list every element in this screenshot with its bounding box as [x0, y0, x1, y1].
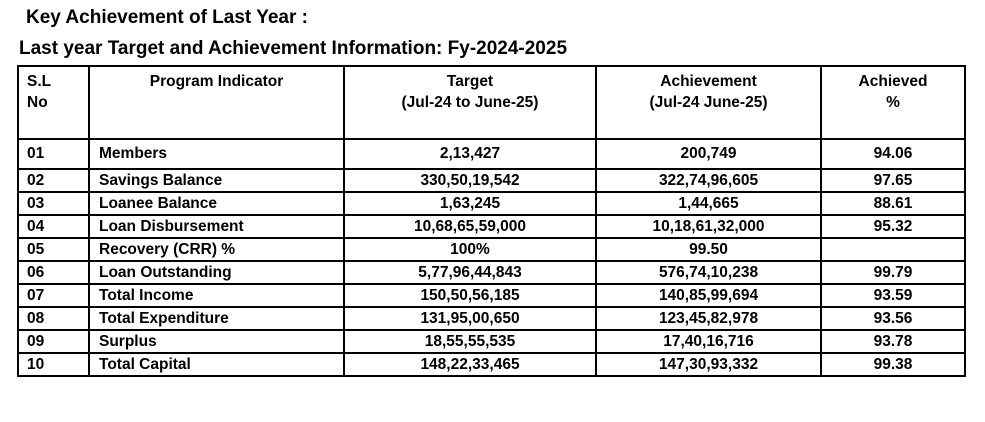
cell-achievement: 123,45,82,978 [595, 306, 822, 331]
cell-target: 100% [343, 237, 597, 262]
table-row: 02 Savings Balance 330,50,19,542 322,74,… [17, 168, 966, 193]
cell-achievement: 99.50 [595, 237, 822, 262]
document-page: Key Achievement of Last Year : Last year… [0, 7, 985, 377]
cell-achieved-pct: 99.38 [820, 352, 966, 377]
cell-sl-no: 02 [17, 168, 90, 193]
header-achieved-pct: Achieved % [820, 65, 966, 140]
header-sl-line1: S.L [27, 73, 52, 90]
cell-program-indicator: Surplus [88, 329, 345, 354]
header-achieved-line1: Achieved [858, 73, 928, 90]
header-target-line2: (Jul-24 to June-25) [401, 94, 539, 111]
cell-achievement: 147,30,93,332 [595, 352, 822, 377]
cell-program-indicator: Loan Outstanding [88, 260, 345, 285]
cell-achievement: 140,85,99,694 [595, 283, 822, 308]
table-row: 07 Total Income 150,50,56,185 140,85,99,… [17, 283, 966, 308]
cell-program-indicator: Total Expenditure [88, 306, 345, 331]
cell-achieved-pct: 93.56 [820, 306, 966, 331]
cell-sl-no: 04 [17, 214, 90, 239]
header-achievement-line1: Achievement [660, 73, 757, 90]
cell-sl-no: 08 [17, 306, 90, 331]
cell-target: 330,50,19,542 [343, 168, 597, 193]
table-row: 05 Recovery (CRR) % 100% 99.50 [17, 237, 966, 262]
cell-target: 148,22,33,465 [343, 352, 597, 377]
cell-program-indicator: Members [88, 138, 345, 170]
header-sl-line2: No [27, 94, 48, 111]
cell-achievement: 322,74,96,605 [595, 168, 822, 193]
cell-sl-no: 07 [17, 283, 90, 308]
header-achieved-line2: % [886, 94, 900, 111]
cell-sl-no: 06 [17, 260, 90, 285]
header-indicator-line1: Program Indicator [149, 73, 284, 90]
header-row: S.L No Program Indicator Target (Jul-24 … [17, 65, 966, 140]
cell-achievement: 1,44,665 [595, 191, 822, 216]
header-achievement: Achievement (Jul-24 June-25) [595, 65, 822, 140]
table-row: 08 Total Expenditure 131,95,00,650 123,4… [17, 306, 966, 331]
cell-achieved-pct: 95.32 [820, 214, 966, 239]
cell-achievement: 17,40,16,716 [595, 329, 822, 354]
cell-sl-no: 10 [17, 352, 90, 377]
cell-achieved-pct: 88.61 [820, 191, 966, 216]
cell-achieved-pct: 97.65 [820, 168, 966, 193]
table-row: 10 Total Capital 148,22,33,465 147,30,93… [17, 352, 966, 377]
header-target-line1: Target [446, 73, 494, 90]
header-program-indicator: Program Indicator [88, 65, 345, 140]
cell-achieved-pct: 93.78 [820, 329, 966, 354]
cell-sl-no: 09 [17, 329, 90, 354]
cell-program-indicator: Loanee Balance [88, 191, 345, 216]
table-row: 06 Loan Outstanding 5,77,96,44,843 576,7… [17, 260, 966, 285]
cell-achievement: 576,74,10,238 [595, 260, 822, 285]
cell-achievement: 200,749 [595, 138, 822, 170]
table-row: 04 Loan Disbursement 10,68,65,59,000 10,… [17, 214, 966, 239]
header-achievement-line2: (Jul-24 June-25) [649, 94, 768, 111]
header-sl-no: S.L No [17, 65, 90, 140]
table-row: 09 Surplus 18,55,55,535 17,40,16,716 93.… [17, 329, 966, 354]
cell-achieved-pct [820, 237, 966, 262]
cell-program-indicator: Savings Balance [88, 168, 345, 193]
cell-target: 2,13,427 [343, 138, 597, 170]
header-target: Target (Jul-24 to June-25) [343, 65, 597, 140]
cell-achievement: 10,18,61,32,000 [595, 214, 822, 239]
cell-sl-no: 05 [17, 237, 90, 262]
cell-target: 131,95,00,650 [343, 306, 597, 331]
page-title: Key Achievement of Last Year : [26, 7, 308, 28]
cell-program-indicator: Total Capital [88, 352, 345, 377]
cell-sl-no: 03 [17, 191, 90, 216]
table-row: 01 Members 2,13,427 200,749 94.06 [17, 138, 966, 170]
cell-target: 10,68,65,59,000 [343, 214, 597, 239]
achievement-table: S.L No Program Indicator Target (Jul-24 … [17, 65, 966, 377]
cell-program-indicator: Recovery (CRR) % [88, 237, 345, 262]
cell-target: 150,50,56,185 [343, 283, 597, 308]
cell-target: 1,63,245 [343, 191, 597, 216]
cell-achieved-pct: 93.59 [820, 283, 966, 308]
cell-achieved-pct: 94.06 [820, 138, 966, 170]
cell-target: 18,55,55,535 [343, 329, 597, 354]
page-subtitle: Last year Target and Achievement Informa… [19, 38, 568, 59]
cell-program-indicator: Total Income [88, 283, 345, 308]
cell-target: 5,77,96,44,843 [343, 260, 597, 285]
cell-program-indicator: Loan Disbursement [88, 214, 345, 239]
cell-sl-no: 01 [17, 138, 90, 170]
table-row: 03 Loanee Balance 1,63,245 1,44,665 88.6… [17, 191, 966, 216]
cell-achieved-pct: 99.79 [820, 260, 966, 285]
